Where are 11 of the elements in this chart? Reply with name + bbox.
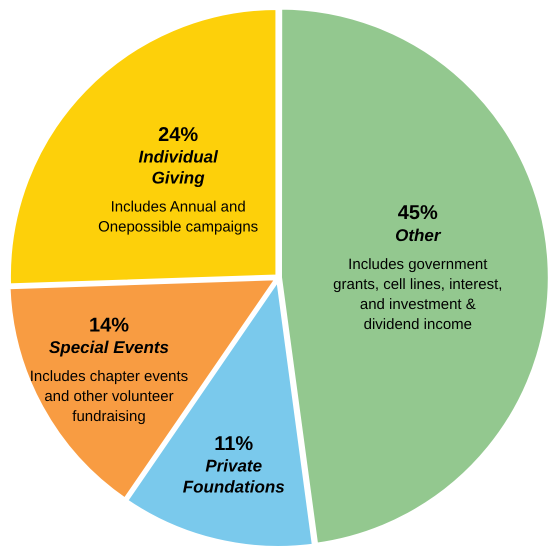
text: Includes chapter events and other volunteer fundraising	[30, 368, 188, 426]
text: Includes government grants, cell lines, interest, and investment & dividend income	[333, 256, 502, 333]
data-label: 45%	[398, 202, 438, 224]
slice-label: Individual Giving	[138, 148, 220, 188]
slice-label: Special Events	[48, 338, 169, 358]
data-label: 14%	[88, 314, 130, 336]
data-label: 24%	[158, 124, 198, 146]
text: Includes Annual and Onepossible campaigns	[98, 198, 258, 236]
slice-label: Private Foundations	[182, 456, 285, 497]
slice-label: Other	[395, 226, 442, 245]
data-label: 11%	[214, 433, 254, 456]
